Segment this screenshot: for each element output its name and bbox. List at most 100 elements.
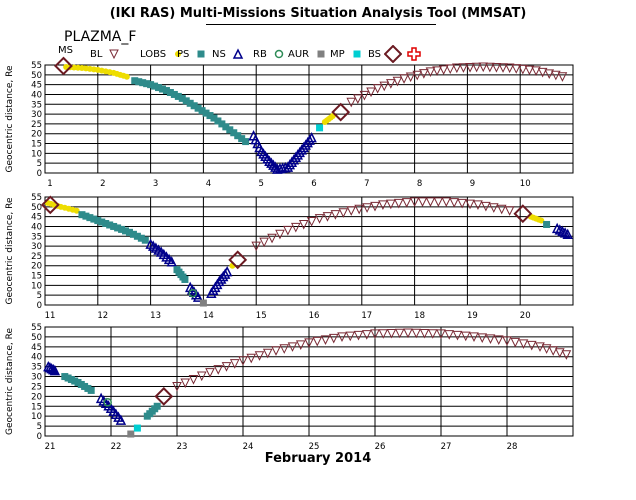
bs-marker <box>154 386 174 406</box>
data-point <box>362 203 372 213</box>
data-point <box>103 398 112 407</box>
chart-title: (IKI RAS) Multi-Missions Situation Analy… <box>109 6 527 21</box>
legend-item-bl: BL <box>90 45 123 63</box>
legend-label: BL <box>90 49 103 60</box>
bs-marker <box>40 195 60 215</box>
y-tick-label: 35 <box>31 232 42 242</box>
data-point <box>361 330 372 340</box>
panel-frame <box>44 196 574 306</box>
legend-marker-shape <box>109 49 120 60</box>
y-tick-label: 55 <box>31 61 42 71</box>
data-point <box>338 208 349 218</box>
data-point <box>518 64 528 75</box>
data-point <box>322 212 333 222</box>
data-point <box>188 288 198 298</box>
data-point <box>127 430 135 438</box>
data-point <box>230 129 238 137</box>
y-tick-label: 5 <box>37 159 42 169</box>
data-point <box>409 197 420 208</box>
y-tick-label: 15 <box>31 140 42 150</box>
data-point <box>202 109 210 117</box>
x-tick-label: 8 <box>417 179 422 189</box>
data-point <box>359 90 370 101</box>
legend-marker-shape <box>197 50 205 58</box>
data-point <box>118 225 126 233</box>
y-tick-label: 20 <box>31 130 42 140</box>
data-point <box>491 62 502 73</box>
data-point <box>444 330 455 340</box>
x-tick-label: 9 <box>470 179 475 189</box>
data-point <box>172 381 182 392</box>
y-tick-label: 40 <box>31 353 42 363</box>
data-point <box>427 329 438 339</box>
legend-item-ps: PS <box>177 45 210 63</box>
data-point <box>477 333 488 344</box>
data-point <box>551 70 561 81</box>
data-point <box>213 365 224 375</box>
legend-item-rb: RB <box>253 45 288 63</box>
data-point <box>386 79 396 89</box>
data-point <box>102 220 110 228</box>
x-tick-label: 23 <box>177 442 188 452</box>
legend-item-ms: MS <box>58 45 73 56</box>
data-point <box>524 65 535 76</box>
legend-label: LOBS <box>140 49 167 60</box>
data-point <box>544 69 555 79</box>
data-point <box>346 206 357 216</box>
x-tick-label: 4 <box>206 179 211 189</box>
data-point <box>181 275 189 283</box>
bs-marker <box>513 204 533 224</box>
x-tick-label: 27 <box>441 442 452 452</box>
y-tick-label: 25 <box>31 120 42 130</box>
x-tick-label: 12 <box>97 311 108 321</box>
data-point <box>312 336 323 347</box>
data-point <box>306 131 317 143</box>
y-tick-label: 0 <box>37 432 42 442</box>
data-point <box>262 348 273 359</box>
data-point <box>378 200 388 210</box>
chart-subtitle: PLAZMA_F <box>64 29 137 45</box>
data-point <box>180 378 191 389</box>
x-tick-label: 10 <box>520 179 531 189</box>
data-point <box>87 386 95 394</box>
data-point <box>298 219 309 230</box>
x-tick-label: 14 <box>203 311 214 321</box>
data-point <box>82 212 90 220</box>
data-point <box>270 161 281 172</box>
series-mp <box>133 424 141 432</box>
data-point <box>131 77 139 85</box>
y-axis-label: Geocentric distance, Re <box>5 328 15 435</box>
data-point <box>493 335 504 345</box>
data-point <box>147 81 155 89</box>
data-point <box>538 217 545 224</box>
data-point <box>485 334 496 345</box>
data-point <box>445 64 456 75</box>
y-tick-label: 55 <box>31 323 42 333</box>
data-point <box>526 340 537 351</box>
data-point <box>205 368 215 378</box>
data-point <box>115 414 127 425</box>
y-tick-label: 30 <box>31 373 42 383</box>
legend-marker-shape <box>232 48 244 59</box>
data-point <box>78 211 86 219</box>
data-point <box>353 94 363 104</box>
data-point <box>234 132 242 140</box>
data-point <box>304 338 314 348</box>
data-point <box>417 197 428 208</box>
x-tick-label: 2 <box>100 179 105 189</box>
data-point <box>246 353 257 364</box>
legend-item-cross <box>402 45 423 63</box>
data-point <box>370 329 380 340</box>
data-point <box>196 371 207 382</box>
data-point <box>504 206 515 216</box>
data-point <box>266 157 277 168</box>
data-point <box>48 363 59 375</box>
y-tick-label: 0 <box>37 301 42 311</box>
data-point <box>330 210 341 220</box>
data-point <box>221 265 233 277</box>
series-ps <box>61 373 95 394</box>
series-ns <box>551 222 573 240</box>
